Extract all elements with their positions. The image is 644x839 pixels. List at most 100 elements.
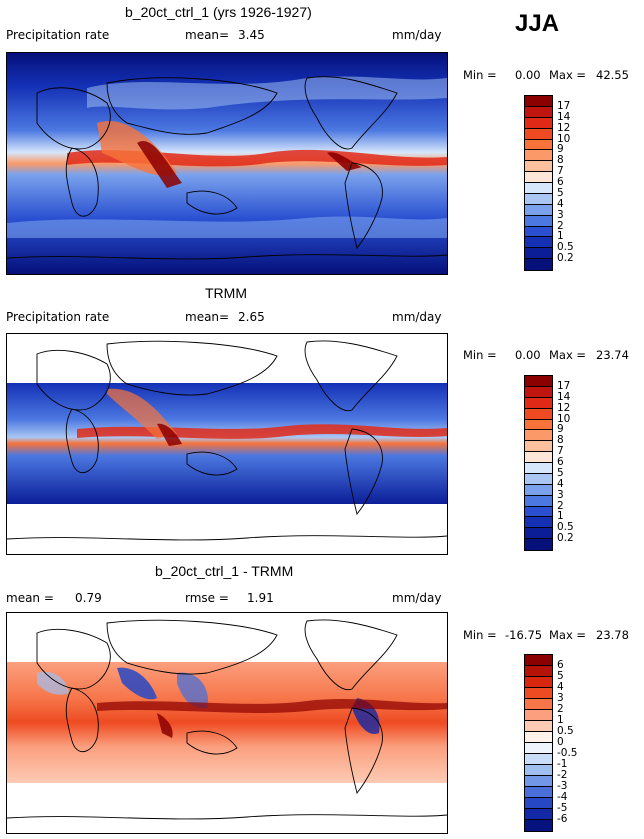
colorbar-tick-label: 8 (557, 434, 564, 447)
colorbar-tick-label: -3 (557, 780, 568, 792)
colorbar-swatch (525, 204, 552, 216)
colorbar-tick-label: 2 (557, 499, 564, 512)
colorbar-tick-label: 5 (557, 670, 564, 682)
colorbar-swatch (525, 441, 552, 453)
panel1-units: mm/day (392, 28, 442, 42)
colorbar-tick-label: 0.5 (557, 241, 574, 254)
colorbar-swatch (525, 161, 552, 173)
panel3-mean-value: 0.79 (75, 591, 102, 605)
colorbar-swatch (525, 743, 552, 754)
colorbar-tick-label: 4 (557, 197, 564, 210)
colorbar-swatch (525, 495, 552, 507)
colorbar-swatch (525, 128, 552, 140)
panel2-mean-label: mean= (185, 310, 230, 324)
panel3-min-label: Min = (463, 628, 497, 642)
colorbar-tick-label: -6 (557, 813, 568, 825)
colorbar-tick-label: 12 (557, 401, 571, 414)
panel2-colorbar (524, 375, 553, 551)
colorbar-tick-label: 6 (557, 659, 564, 671)
panel3-map-field (7, 619, 447, 820)
colorbar-tick-label: 14 (557, 390, 571, 403)
colorbar-tick-label: 7 (557, 165, 564, 178)
colorbar-tick-label: 10 (557, 132, 571, 145)
colorbar-swatch (525, 193, 552, 205)
panel1-min-value: 0.00 (515, 68, 541, 82)
colorbar-swatch (525, 539, 552, 550)
colorbar-tick-label: 1 (557, 230, 564, 243)
colorbar-tick-label: 0.5 (557, 725, 574, 737)
colorbar-tick-label: 1 (557, 714, 564, 726)
panel2-mean-value: 2.65 (238, 310, 265, 324)
colorbar-swatch (525, 139, 552, 151)
panel1-min-label: Min = (463, 68, 497, 82)
colorbar-swatch (525, 248, 552, 260)
colorbar-tick-label: -2 (557, 769, 568, 781)
colorbar-tick-label: -0.5 (557, 747, 578, 759)
panel1-map (6, 52, 448, 275)
panel1-mean-value: 3.45 (238, 28, 265, 42)
colorbar-swatch (525, 473, 552, 485)
panel2-max-label: Max = (549, 348, 587, 362)
colorbar-swatch (525, 820, 552, 831)
colorbar-tick-label: 9 (557, 143, 564, 156)
colorbar-swatch (525, 517, 552, 529)
panel3-title: b_20ct_ctrl_1 - TRMM (155, 563, 294, 579)
colorbar-swatch (525, 106, 552, 118)
colorbar-swatch (525, 96, 552, 107)
colorbar-swatch (525, 452, 552, 463)
colorbar-swatch (525, 528, 552, 540)
colorbar-tick-label: 3 (557, 208, 564, 221)
colorbar-swatch (525, 183, 552, 194)
colorbar-tick-label: 3 (557, 488, 564, 501)
colorbar-swatch (525, 666, 552, 677)
colorbar-swatch (525, 215, 552, 227)
colorbar-tick-label: 5 (557, 466, 564, 479)
colorbar-swatch (525, 430, 552, 442)
season-label: JJA (515, 10, 560, 37)
colorbar-tick-label: 14 (557, 110, 571, 123)
colorbar-tick-label: 4 (557, 681, 564, 693)
colorbar-swatch (525, 117, 552, 129)
panel2-title: TRMM (205, 285, 247, 301)
colorbar-swatch (525, 237, 552, 249)
panel1-map-field (7, 53, 447, 274)
colorbar-tick-label: 5 (557, 186, 564, 199)
colorbar-swatch (525, 463, 552, 474)
colorbar-swatch (525, 787, 552, 798)
colorbar-tick-label: 8 (557, 154, 564, 167)
colorbar-tick-label: 0.2 (557, 532, 574, 545)
colorbar-tick-label: -4 (557, 791, 568, 803)
colorbar-tick-label: 0 (557, 736, 564, 748)
colorbar-tick-label: 6 (557, 176, 564, 188)
colorbar-swatch (525, 688, 552, 699)
panel2-max-value: 23.74 (596, 348, 629, 362)
panel1-max-value: 42.55 (596, 68, 629, 82)
colorbar-swatch (525, 721, 552, 732)
colorbar-swatch (525, 150, 552, 162)
colorbar-swatch (525, 226, 552, 238)
colorbar-tick-label: 12 (557, 121, 571, 134)
panel2-min-value: 0.00 (515, 348, 541, 362)
panel3-max-label: Max = (549, 628, 587, 642)
panel1-colorbar (524, 95, 553, 271)
colorbar-tick-label: 10 (557, 412, 571, 425)
panel3-max-value: 23.78 (596, 628, 629, 642)
colorbar-tick-label: -1 (557, 758, 568, 770)
colorbar-swatch (525, 655, 552, 666)
colorbar-tick-label: 17 (557, 99, 571, 112)
colorbar-swatch (525, 776, 552, 787)
colorbar-swatch (525, 677, 552, 688)
colorbar-tick-label: 0.2 (557, 252, 574, 265)
panel3-rmse-label: rmse = (185, 591, 229, 605)
panel2-min-label: Min = (463, 348, 497, 362)
colorbar-tick-label: 9 (557, 423, 564, 436)
colorbar-swatch (525, 732, 552, 743)
panel1-title: b_20ct_ctrl_1 (yrs 1926-1927) (125, 4, 312, 20)
colorbar-tick-label: 2 (557, 219, 564, 232)
colorbar-swatch (525, 710, 552, 721)
panel2-map-field (7, 340, 447, 541)
colorbar-swatch (525, 699, 552, 710)
colorbar-swatch (525, 506, 552, 518)
colorbar-tick-label: 7 (557, 445, 564, 458)
colorbar-tick-label: 6 (557, 456, 564, 468)
